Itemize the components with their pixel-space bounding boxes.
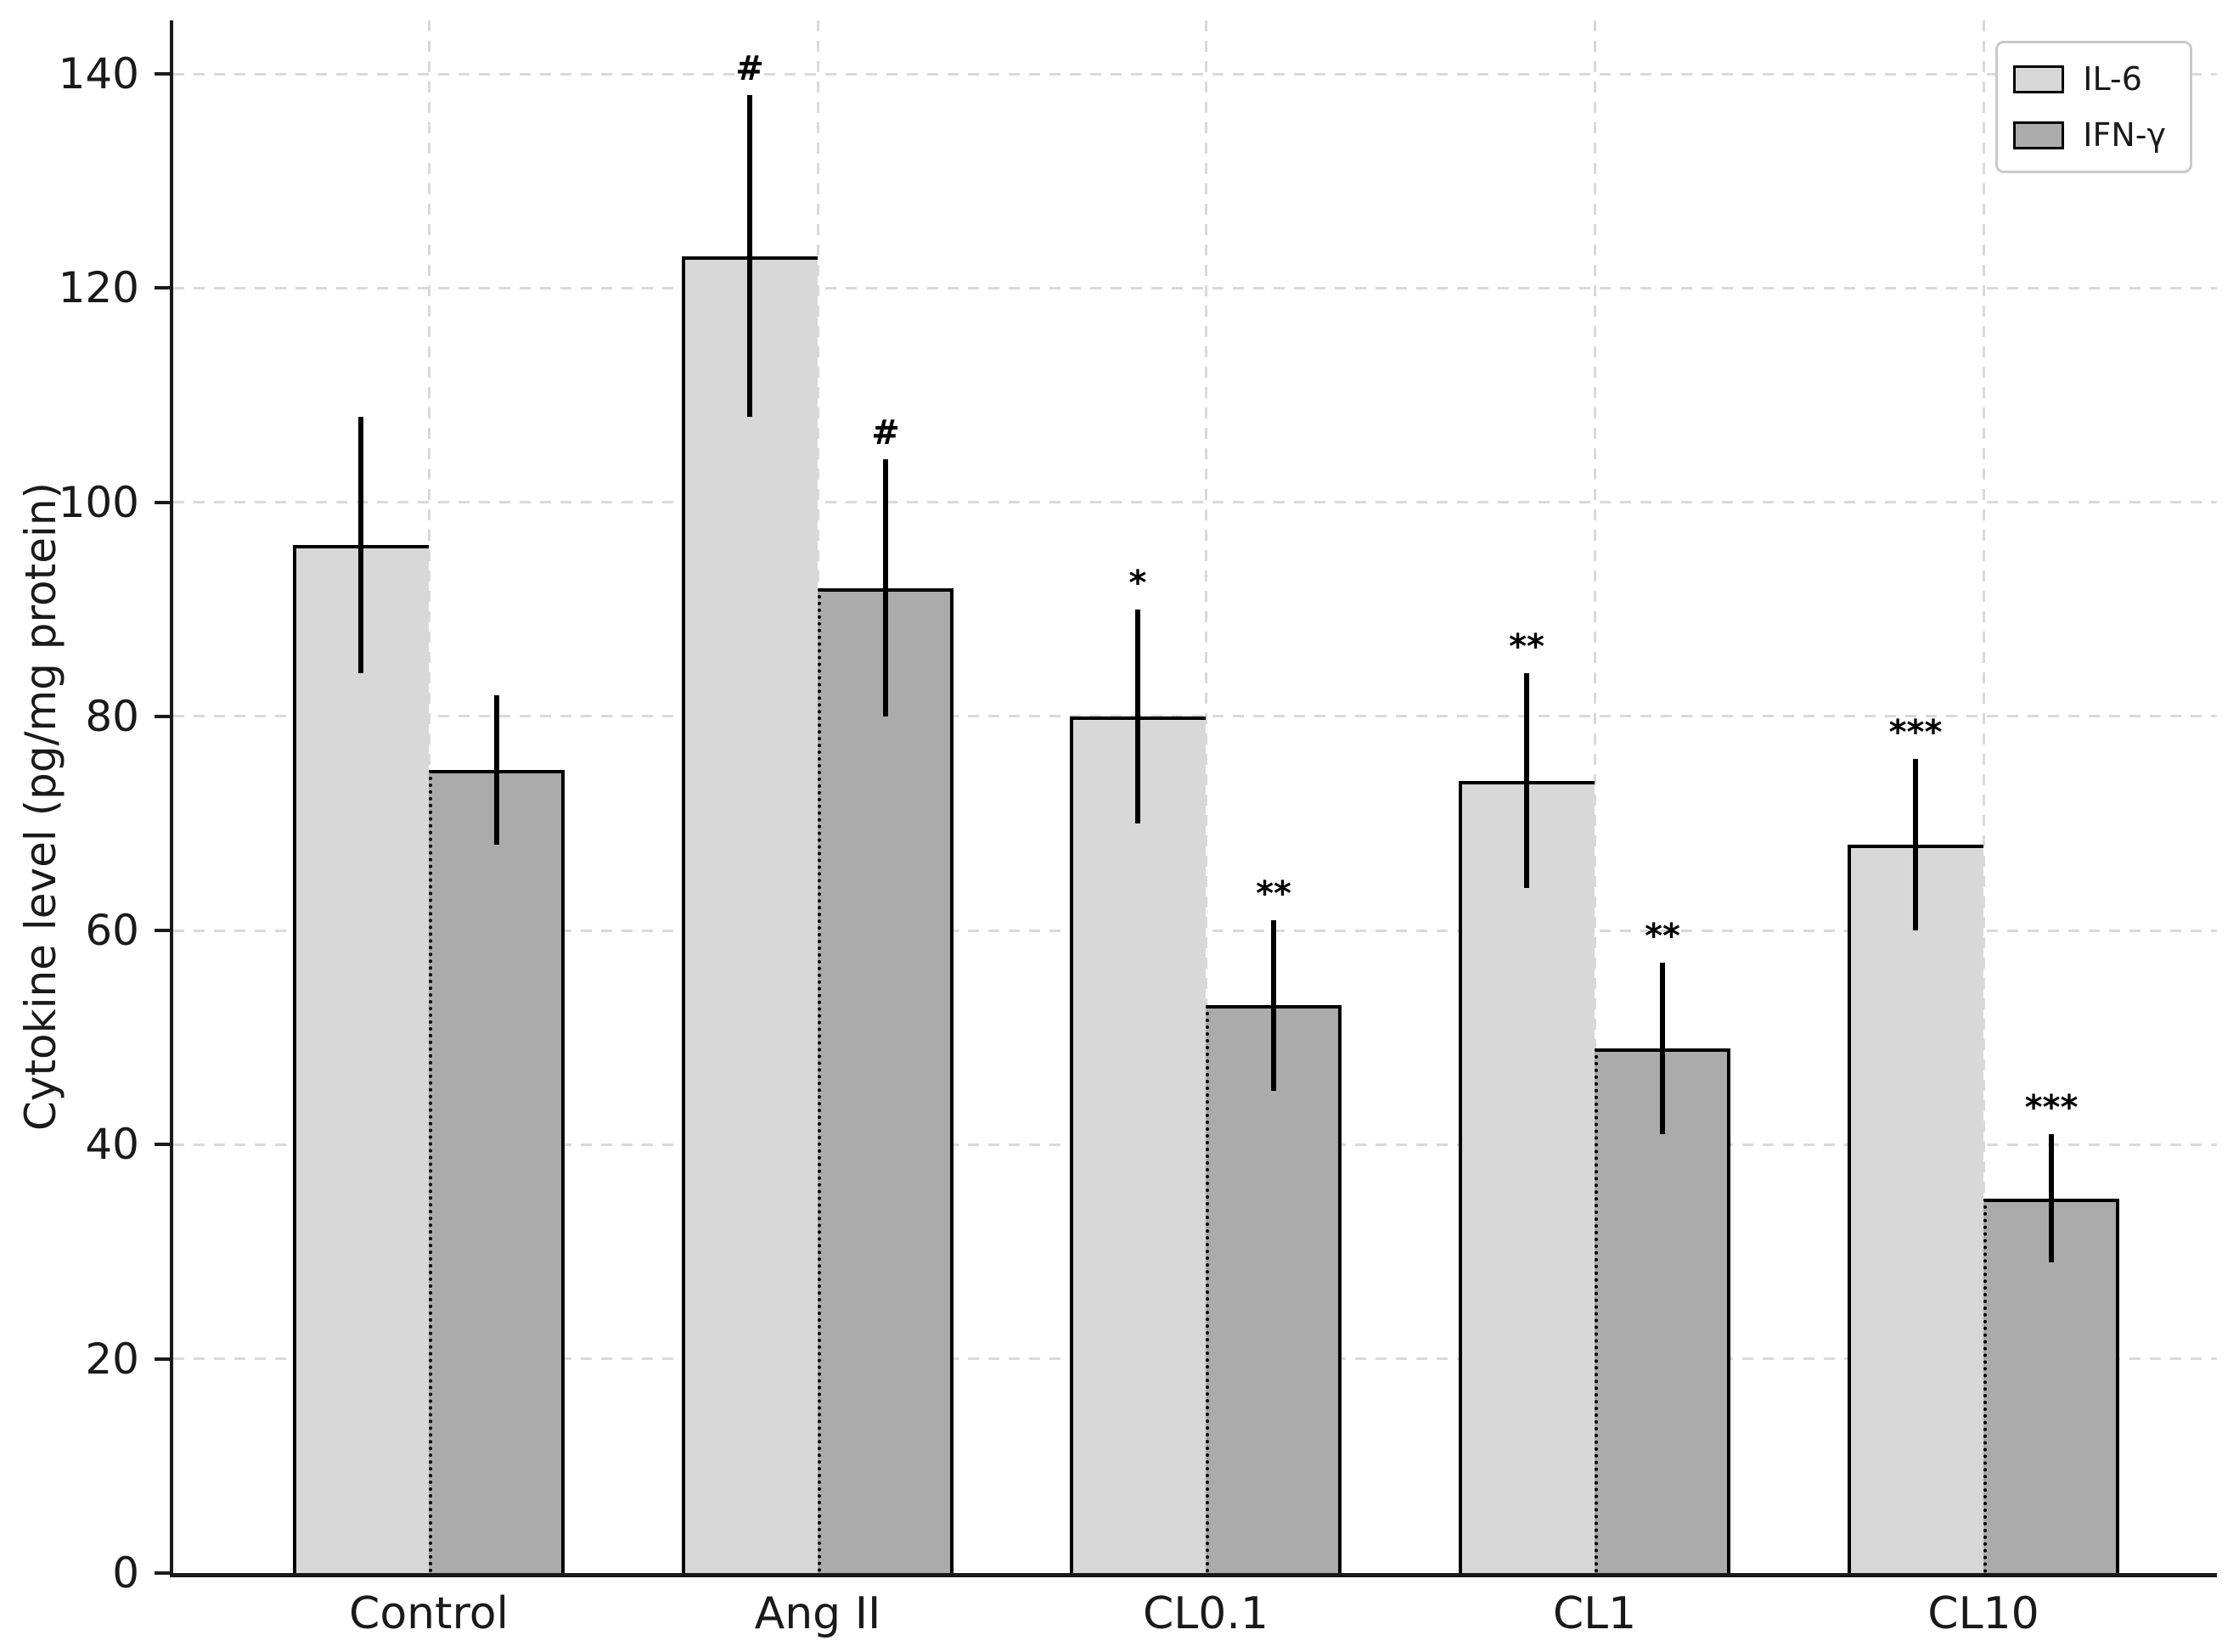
y-axis-title: Cytokine level (pg/mg protein) — [16, 481, 65, 1132]
bar-series1-cat0 — [429, 769, 565, 1573]
sig-marker: # — [871, 413, 900, 453]
sig-marker: # — [735, 49, 764, 89]
y-gridline — [173, 72, 2217, 76]
x-gridline — [1204, 20, 1207, 1573]
error-bar — [1135, 609, 1140, 824]
legend-label-il6: IL-6 — [2083, 60, 2142, 98]
y-tick-mark — [155, 72, 170, 76]
bar-series0-cat1 — [682, 256, 818, 1573]
y-gridline — [173, 715, 2217, 718]
x-tick-label: CL0.1 — [1143, 1588, 1269, 1639]
plot-area: 0 20 40 60 80 100 120 140 # * ** *** # ** ** *** Control… — [59, 20, 2217, 1639]
x-gridline — [1982, 20, 1985, 1573]
x-gridline — [1593, 20, 1596, 1573]
y-tick-mark — [155, 500, 170, 504]
bar-series0-cat2 — [1070, 716, 1206, 1573]
sig-marker: * — [1128, 563, 1147, 603]
sig-marker: ** — [1509, 627, 1544, 667]
sig-marker: *** — [1888, 713, 1943, 753]
x-tick-label: Control — [349, 1588, 509, 1639]
legend-label-ifn-gamma: IFN-γ — [2083, 116, 2166, 154]
y-tick-label: 60 — [85, 906, 139, 956]
y-gridline — [173, 501, 2217, 504]
error-bar — [747, 95, 752, 417]
error-bar — [1524, 673, 1529, 888]
legend-swatch-il6 — [2013, 65, 2065, 93]
legend-item-il6: IL-6 — [2013, 60, 2166, 98]
y-tick-label: 120 — [58, 263, 139, 313]
bar-series0-cat4 — [1848, 845, 1983, 1573]
bar-series0-cat0 — [293, 545, 429, 1573]
y-tick-label: 20 — [85, 1334, 139, 1384]
y-tick-label: 0 — [112, 1548, 139, 1598]
y-tick-label: 140 — [58, 49, 139, 99]
bar-series1-cat2 — [1206, 1005, 1342, 1573]
error-bar — [358, 416, 363, 674]
bar-series1-cat1 — [818, 587, 954, 1573]
error-bar — [1271, 919, 1276, 1092]
x-tick-label: CL10 — [1927, 1588, 2039, 1639]
x-tick-label: Ang II — [754, 1588, 881, 1639]
legend: IL-6 IFN-γ — [1995, 41, 2192, 173]
error-bar — [883, 459, 888, 716]
y-tick-mark — [155, 1357, 170, 1361]
y-gridline — [173, 286, 2217, 289]
error-bar — [1913, 759, 1918, 931]
bar-series0-cat3 — [1459, 780, 1595, 1573]
y-tick-mark — [155, 714, 170, 718]
error-bar — [1660, 963, 1665, 1134]
legend-item-ifn-gamma: IFN-γ — [2013, 116, 2166, 154]
sig-marker: ** — [1645, 917, 1680, 956]
y-tick-mark — [155, 1571, 170, 1575]
y-tick-mark — [155, 929, 170, 933]
error-bar — [2049, 1133, 2054, 1263]
y-tick-mark — [155, 286, 170, 290]
sig-marker: ** — [1256, 874, 1291, 913]
legend-swatch-ifn-gamma — [2013, 121, 2065, 149]
y-tick-label: 100 — [58, 477, 139, 527]
sig-marker: *** — [2024, 1087, 2079, 1127]
x-tick-label: CL1 — [1552, 1588, 1637, 1639]
error-bar — [494, 694, 499, 846]
y-tick-label: 40 — [85, 1120, 139, 1170]
y-tick-label: 80 — [85, 691, 139, 741]
y-tick-mark — [155, 1143, 170, 1147]
